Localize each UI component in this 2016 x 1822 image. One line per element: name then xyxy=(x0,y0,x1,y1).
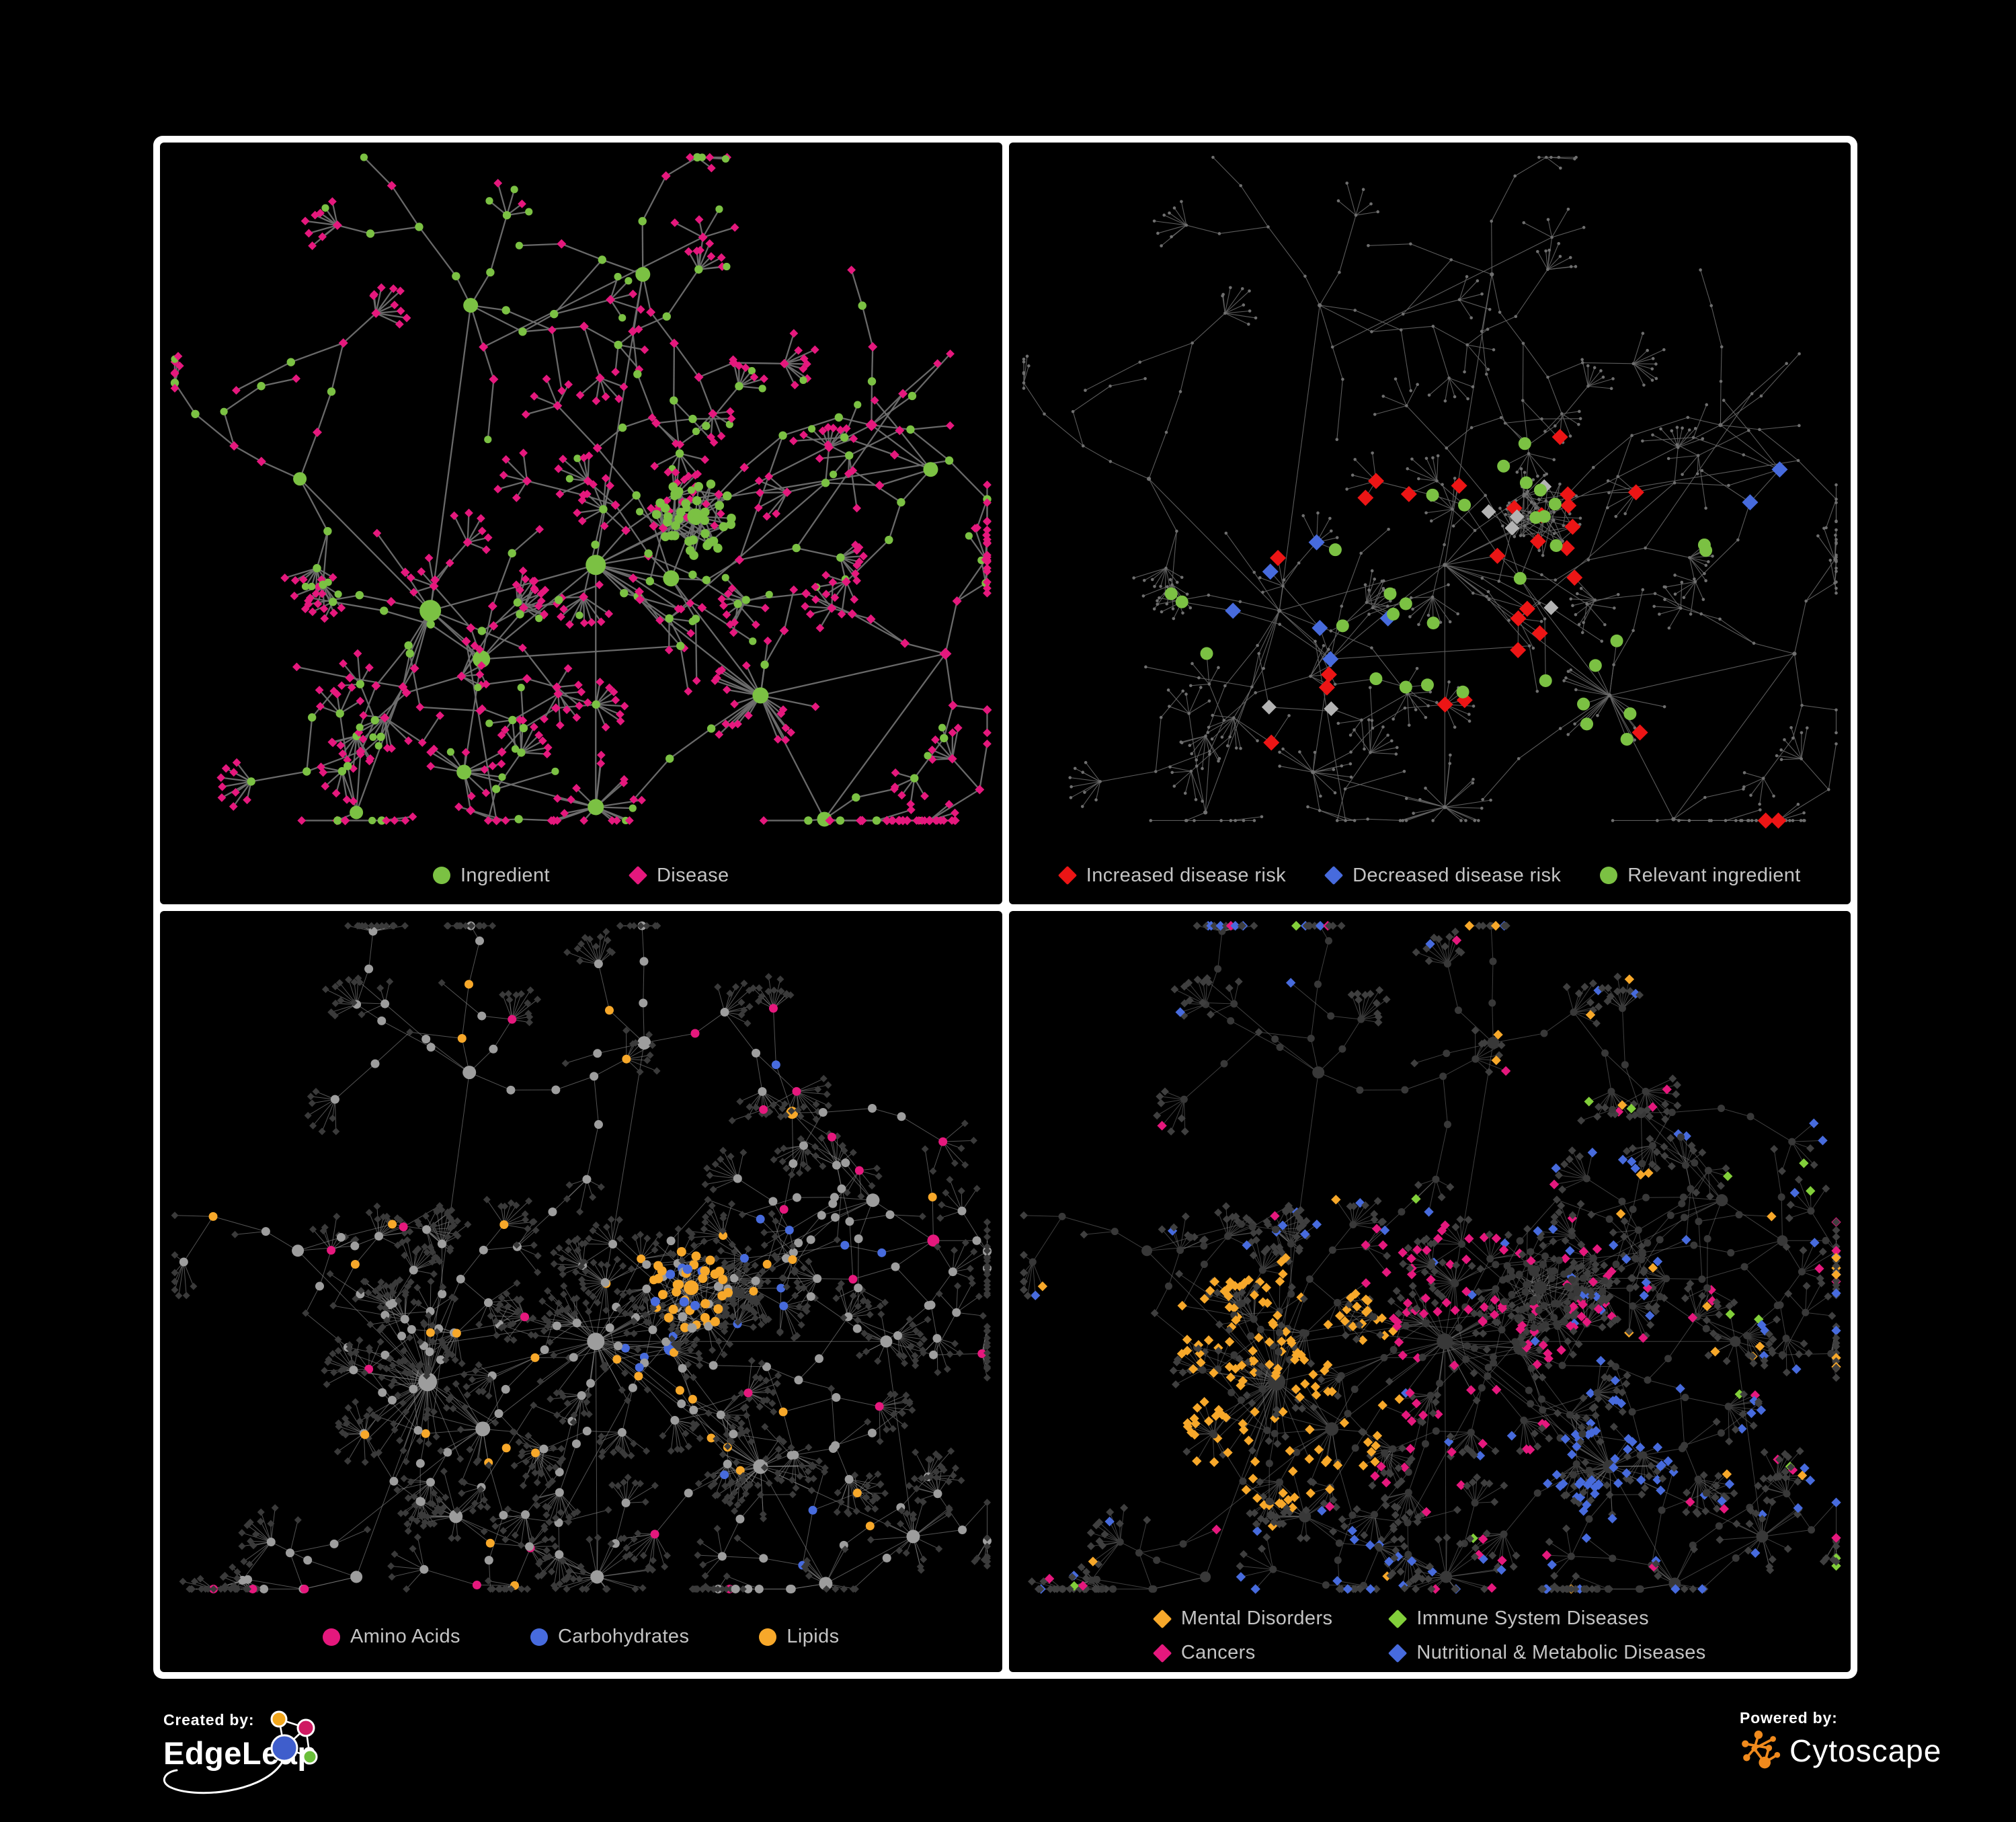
created-by-label: Created by: xyxy=(163,1711,338,1729)
diamond-marker-icon xyxy=(1324,866,1343,885)
disease-categories-network-graph xyxy=(1009,911,1851,1673)
macronutrients-legend: Amino Acids Carbohydrates Lipids xyxy=(160,1626,1002,1648)
disease-risk-legend: Increased disease risk Decreased disease … xyxy=(1009,865,1851,887)
cytoscape-logo-icon xyxy=(1740,1730,1781,1772)
legend-label: Disease xyxy=(657,865,729,887)
legend-item-ingredient: Ingredient xyxy=(433,865,550,887)
disease-categories-legend: Mental Disorders Immune System Diseases Ca… xyxy=(1154,1608,1706,1664)
panel-disease-categories: Mental Disorders Immune System Diseases Ca… xyxy=(1009,911,1851,1673)
legend-item-nutritional-metabolic-diseases: Nutritional & Metabolic Diseases xyxy=(1389,1642,1705,1664)
legend-label: Increased disease risk xyxy=(1086,865,1286,887)
diamond-marker-icon xyxy=(1388,1609,1407,1628)
created-by-block: Created by: EdgeLeap xyxy=(163,1711,338,1822)
macronutrients-network-graph xyxy=(160,911,1002,1673)
legend-label: Decreased disease risk xyxy=(1353,865,1561,887)
legend-item-relevant-ingredient: Relevant ingredient xyxy=(1600,865,1800,887)
powered-by-block: Powered by: xyxy=(1740,1709,2016,1772)
powered-by-label: Powered by: xyxy=(1740,1709,2016,1727)
legend-item-increased-disease-risk: Increased disease risk xyxy=(1059,865,1286,887)
legend-label: Ingredient xyxy=(460,865,550,887)
circle-marker-icon xyxy=(1600,867,1617,884)
edgeleap-wordmark: EdgeLeap xyxy=(163,1735,338,1772)
diamond-marker-icon xyxy=(1058,866,1077,885)
legend-item-amino-acids: Amino Acids xyxy=(323,1626,460,1648)
legend-label: Cancers xyxy=(1181,1642,1256,1664)
panel-disease-risk: Increased disease risk Decreased disease … xyxy=(1009,143,1851,904)
ingredient-disease-network-graph xyxy=(160,143,1002,904)
ingredient-disease-legend: Ingredient Disease xyxy=(160,865,1002,887)
diamond-marker-icon xyxy=(629,866,647,885)
circle-marker-icon xyxy=(433,867,450,884)
circle-marker-icon xyxy=(759,1628,776,1646)
legend-item-carbohydrates: Carbohydrates xyxy=(530,1626,689,1648)
legend-item-lipids: Lipids xyxy=(759,1626,839,1648)
legend-label: Nutritional & Metabolic Diseases xyxy=(1416,1642,1705,1664)
disease-risk-network-graph xyxy=(1009,143,1851,904)
network-panel-grid: Ingredient Disease Increased disease risk… xyxy=(153,136,1857,1679)
diamond-marker-icon xyxy=(1153,1609,1172,1628)
legend-label: Lipids xyxy=(787,1626,839,1648)
legend-item-disease: Disease xyxy=(629,865,729,887)
legend-item-mental-disorders: Mental Disorders xyxy=(1154,1608,1333,1630)
legend-item-immune-system-diseases: Immune System Diseases xyxy=(1389,1608,1705,1630)
circle-marker-icon xyxy=(530,1628,548,1646)
legend-label: Carbohydrates xyxy=(558,1626,689,1648)
legend-label: Relevant ingredient xyxy=(1627,865,1800,887)
panel-ingredient-disease: Ingredient Disease xyxy=(160,143,1002,904)
legend-label: Immune System Diseases xyxy=(1416,1608,1649,1630)
circle-marker-icon xyxy=(323,1628,340,1646)
diamond-marker-icon xyxy=(1153,1643,1172,1662)
diamond-marker-icon xyxy=(1388,1643,1407,1662)
legend-item-decreased-disease-risk: Decreased disease risk xyxy=(1325,865,1561,887)
panel-macronutrients: Amino Acids Carbohydrates Lipids xyxy=(160,911,1002,1673)
legend-label: Amino Acids xyxy=(350,1626,460,1648)
cytoscape-wordmark: Cytoscape xyxy=(1789,1733,1941,1769)
legend-label: Mental Disorders xyxy=(1181,1608,1333,1630)
legend-item-cancers: Cancers xyxy=(1154,1642,1333,1664)
